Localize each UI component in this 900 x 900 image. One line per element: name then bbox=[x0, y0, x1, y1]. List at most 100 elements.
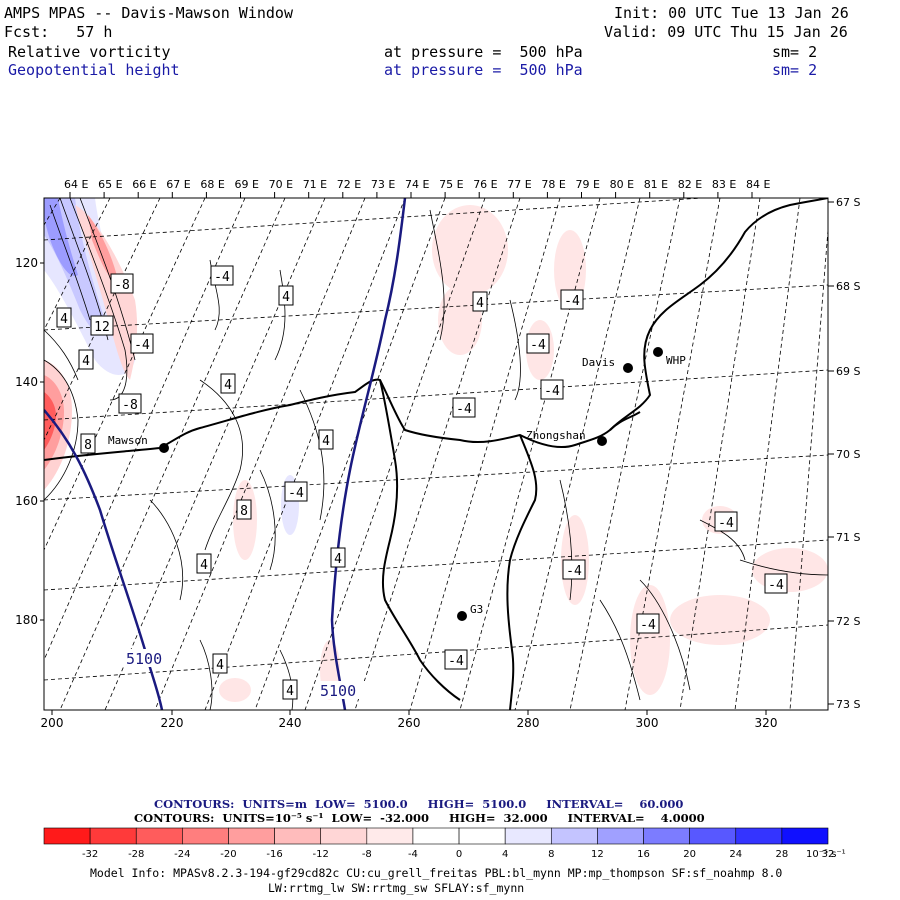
colorbar-tick-label: -24 bbox=[174, 849, 190, 860]
vorticity-label-box bbox=[110, 273, 134, 294]
lat-label: 69 S bbox=[836, 365, 860, 378]
colorbar-units: 10⁻⁵ s⁻¹ bbox=[806, 849, 846, 860]
contour-info-height: CONTOURS: UNITS=m LOW= 5100.0 HIGH= 5100… bbox=[154, 797, 683, 811]
vorticity-label-box bbox=[472, 291, 488, 312]
lon-label: 70 E bbox=[269, 178, 293, 191]
colorbar-tick-label: 12 bbox=[591, 849, 604, 860]
grid-y-label: 140 bbox=[15, 375, 38, 389]
vorticity-label-box bbox=[278, 285, 294, 306]
grid-x-label: 240 bbox=[279, 716, 302, 730]
grid-x-label: 280 bbox=[517, 716, 540, 730]
station-marker-mawson bbox=[159, 443, 169, 453]
lat-label: 72 S bbox=[836, 615, 860, 628]
colorbar-tick-label: 16 bbox=[637, 849, 650, 860]
vorticity-label: -4 bbox=[288, 486, 304, 501]
colorbar-swatch bbox=[366, 827, 414, 845]
vorticity-label-box bbox=[444, 649, 468, 670]
station-label-whp: WHP bbox=[666, 354, 686, 367]
colorbar-tick-label: 0 bbox=[456, 849, 462, 860]
field2-name: Geopotential height bbox=[8, 61, 180, 79]
vorticity-label: -8 bbox=[122, 398, 138, 413]
vorticity-label: 8 bbox=[240, 504, 248, 519]
grid-x-label: 220 bbox=[161, 716, 184, 730]
vorticity-label-box bbox=[526, 333, 550, 354]
station-markers bbox=[159, 347, 663, 621]
vorticity-label-box bbox=[130, 333, 154, 354]
lon-label: 71 E bbox=[303, 178, 327, 191]
lon-label: 77 E bbox=[507, 178, 531, 191]
colorbar-tick-label: 28 bbox=[776, 849, 789, 860]
vorticity-label: -4 bbox=[448, 654, 464, 669]
lon-label: 74 E bbox=[405, 178, 429, 191]
vorticity-label-box bbox=[78, 349, 94, 370]
vorticity-label-box bbox=[452, 397, 476, 418]
vorticity-label: 4 bbox=[82, 354, 90, 369]
grid-x-label: 300 bbox=[636, 716, 659, 730]
colorbar-tick-label: -4 bbox=[408, 849, 418, 860]
colorbar-tick-label: -32 bbox=[82, 849, 98, 860]
colorbar-swatch bbox=[458, 827, 506, 845]
model-info-line1: Model Info: MPASv8.2.3-194-gf29cd82c CU:… bbox=[90, 866, 782, 880]
axis-ticks bbox=[40, 192, 834, 715]
vorticity-label-box bbox=[220, 373, 236, 394]
colorbar-tick-label: 4 bbox=[502, 849, 508, 860]
lat-label: 68 S bbox=[836, 280, 860, 293]
field2-pressure: at pressure = 500 hPa bbox=[384, 61, 583, 79]
colorbar-tick-label: -8 bbox=[362, 849, 372, 860]
lon-label: 80 E bbox=[610, 178, 634, 191]
colorbar-tick-label: 8 bbox=[548, 849, 554, 860]
grid-y-label: 160 bbox=[15, 494, 38, 508]
vorticity-label: 12 bbox=[94, 320, 110, 335]
lon-label: 72 E bbox=[337, 178, 361, 191]
colorbar-swatch bbox=[597, 827, 644, 845]
lon-label: 64 E bbox=[64, 178, 88, 191]
lat-label: 67 S bbox=[836, 196, 860, 209]
colorbar-swatch bbox=[504, 827, 552, 845]
vorticity-label: 4 bbox=[224, 378, 232, 393]
vorticity-label-box bbox=[330, 547, 346, 568]
grid-x-label: 260 bbox=[398, 716, 421, 730]
grid-x-label: 320 bbox=[755, 716, 778, 730]
vorticity-label-box bbox=[562, 559, 586, 580]
lon-label: 66 E bbox=[132, 178, 156, 191]
vorticity-label-box bbox=[236, 499, 252, 520]
model-info-line2: LW:rrtmg_lw SW:rrtmg_sw SFLAY:sf_mynn bbox=[268, 881, 524, 895]
station-label-davis: Davis bbox=[582, 356, 615, 369]
colorbar-tick-label: -12 bbox=[313, 849, 329, 860]
vorticity-label: 4 bbox=[216, 658, 224, 673]
lon-label: 78 E bbox=[541, 178, 565, 191]
lon-label: 76 E bbox=[473, 178, 497, 191]
station-label-zhongshan: Zhongshan bbox=[526, 429, 586, 442]
colorbar-swatch bbox=[735, 827, 783, 845]
colorbar-swatch bbox=[182, 827, 229, 845]
colorbar-tick-label: 24 bbox=[729, 849, 742, 860]
vorticity-label-box bbox=[284, 481, 308, 502]
grid-y-label: 180 bbox=[15, 613, 38, 627]
colorbar-swatch bbox=[781, 827, 829, 845]
vorticity-label: -4 bbox=[530, 338, 546, 353]
colorbar-tick-label: -16 bbox=[266, 849, 282, 860]
colorbar-tick-label: -20 bbox=[220, 849, 236, 860]
vorticity-label-box bbox=[714, 511, 738, 532]
vorticity-label-box bbox=[318, 429, 334, 450]
vorticity-label: -4 bbox=[564, 294, 580, 309]
height-label: 5100 bbox=[320, 682, 356, 700]
vorticity-contours bbox=[44, 198, 828, 710]
vorticity-label: -4 bbox=[718, 516, 734, 531]
field1-pressure: at pressure = 500 hPa bbox=[384, 43, 583, 61]
vorticity-label-box bbox=[118, 393, 142, 414]
field2-smoothing: sm= 2 bbox=[772, 61, 818, 79]
station-label-g3: G3 bbox=[470, 603, 483, 616]
colorbar-swatch bbox=[43, 827, 91, 845]
vorticity-label: 4 bbox=[200, 558, 208, 573]
grid-x-label: 200 bbox=[41, 716, 64, 730]
lon-label: 82 E bbox=[678, 178, 702, 191]
colorbar-tick-label: 20 bbox=[683, 849, 696, 860]
station-marker-davis bbox=[623, 363, 633, 373]
vorticity-label: -4 bbox=[566, 564, 582, 579]
lon-label: 75 E bbox=[439, 178, 463, 191]
colorbar-swatch bbox=[643, 827, 690, 845]
lat-label: 73 S bbox=[836, 698, 860, 711]
station-label-mawson: Mawson bbox=[108, 434, 148, 447]
